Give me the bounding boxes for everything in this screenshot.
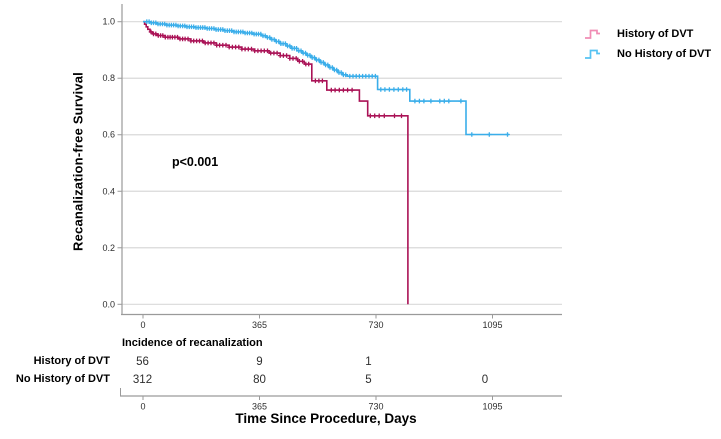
y-tick-label: 0.4 [102,186,115,196]
legend: History of DVT No History of DVT [584,24,719,64]
x-axis-title: Time Since Procedure, Days [235,411,417,426]
risk-table-row-label-history: History of DVT [33,355,110,367]
risk-table-title: Incidence of recanalization [122,337,263,349]
y-axis-title: Recanalization-free Survival [70,72,86,251]
risk-table-value: 0 [482,374,488,386]
y-tick-label: 0.8 [102,73,115,83]
secondary-x-tick-label: 0 [140,402,145,412]
x-tick-label: 365 [252,320,267,330]
x-tick-label: 0 [140,320,145,330]
risk-table-value: 1 [365,356,371,368]
legend-item-history-dvt: History of DVT [584,24,719,44]
risk-table-value: 80 [253,374,266,386]
risk-table-row-label-no-history: No History of DVT [15,373,110,385]
secondary-x-tick-label: 730 [368,402,383,412]
step-line-icon [585,29,600,39]
censor-marks-no-history-dvt [144,19,510,137]
secondary-x-tick-label: 1095 [482,402,502,412]
secondary-x-tick-label: 365 [252,402,267,412]
y-tick-label: 0.0 [102,299,115,309]
legend-label: No History of DVT [617,48,712,60]
censor-marks-history-dvt [148,29,404,119]
legend-item-no-history-dvt: No History of DVT [584,44,719,64]
y-tick-label: 0.6 [102,130,115,140]
risk-table-value: 5 [365,374,371,386]
p-value-annotation: p<0.001 [172,155,219,169]
risk-table-value: 56 [136,356,149,368]
risk-table-value: 312 [133,374,152,386]
x-tick-label: 730 [368,320,383,330]
legend-label: History of DVT [617,28,694,40]
y-tick-label: 1.0 [102,17,115,27]
y-tick-label: 0.2 [102,243,115,253]
step-line-icon [585,49,600,59]
x-tick-label: 1095 [482,320,502,330]
risk-table-value: 9 [256,356,262,368]
